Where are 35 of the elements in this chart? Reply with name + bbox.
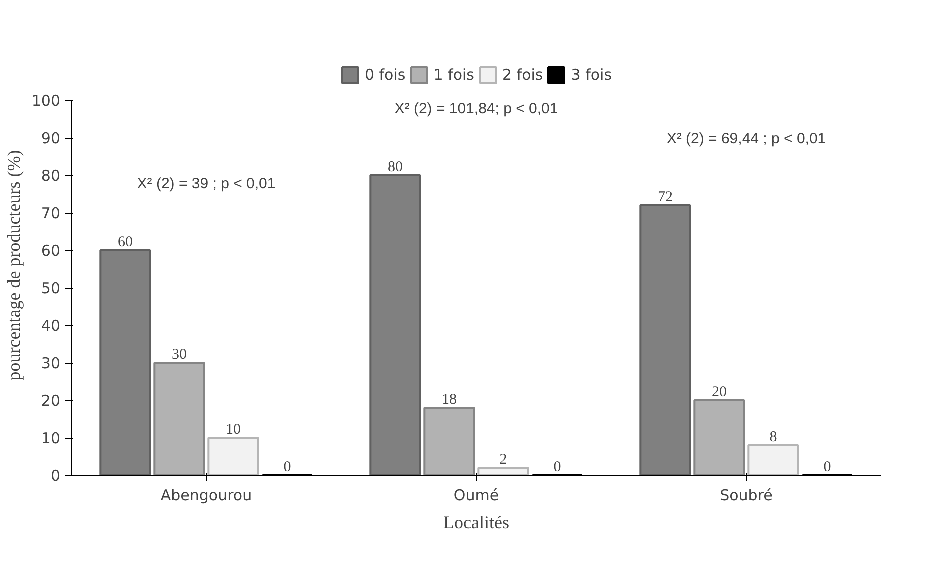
annotation: X² (2) = 101,84; p < 0,01 [394,100,558,118]
data-label: 8 [770,430,778,446]
data-label: 0 [824,460,832,476]
y-tick-label: 50 [41,280,61,298]
annotation: X² (2) = 39 ; p < 0,01 [137,176,276,192]
legend-label: 1 fois [434,66,474,84]
data-label: 30 [172,347,187,363]
data-label: 0 [554,460,562,476]
y-tick-label: 30 [41,354,61,372]
data-label: 2 [500,452,508,468]
data-label: 10 [226,422,241,438]
legend-label: 2 fois [502,66,544,84]
y-tick-label: 20 [41,392,61,410]
y-tick-label: 0 [50,467,61,485]
legend-label: 0 fois [364,66,406,84]
y-axis-title: pourcentage de producteurs (%) [4,150,24,381]
x-tick-label: Abengourou [160,486,252,504]
data-label: 0 [284,460,292,476]
annotation: X² (2) = 69,44 ; p < 0,01 [666,130,826,148]
y-tick-label: 90 [41,130,61,148]
x-tick-label: Oumé [454,486,500,504]
x-axis-title: Localités [444,512,510,532]
data-label: 20 [712,384,727,400]
data-label: 60 [118,234,133,250]
data-label: 18 [442,392,457,408]
data-label: 72 [658,190,673,206]
y-tick-label: 10 [41,430,61,448]
x-tick-label: Soubré [720,486,773,504]
y-tick-label: 80 [41,167,61,185]
legend-label: 3 fois [571,66,612,84]
y-tick-label: 40 [41,317,61,335]
data-label: 80 [388,160,403,176]
y-tick-label: 70 [41,204,61,222]
y-tick-label: 60 [41,242,61,260]
y-tick-label: 100 [32,92,61,110]
